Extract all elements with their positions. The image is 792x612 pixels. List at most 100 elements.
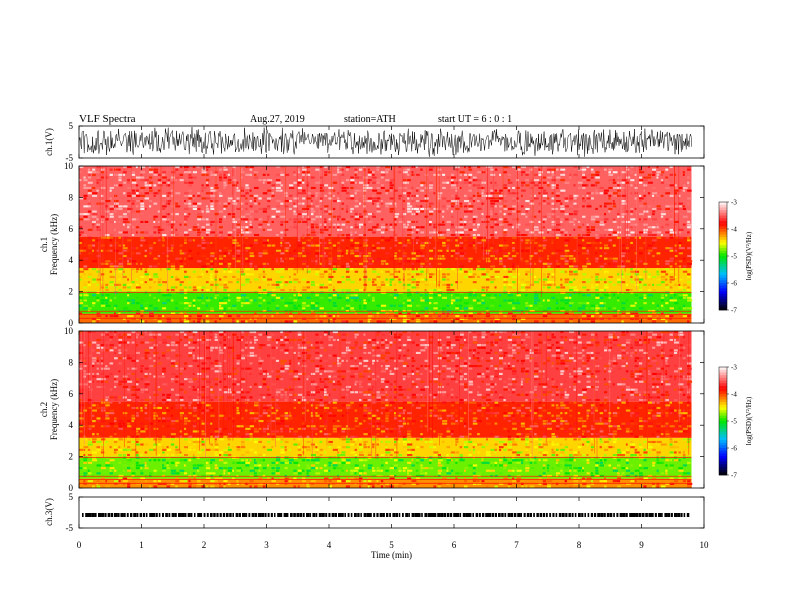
ch1-spectrogram-cell <box>280 239 285 242</box>
ch1-spectrogram-cell <box>380 260 387 263</box>
ch1-spectrogram-cell <box>328 260 333 263</box>
ch2-spectrogram-cell <box>472 448 475 451</box>
ch1-spectrogram-cell <box>429 320 433 323</box>
ch2-spectrogram-cell <box>398 482 403 485</box>
ch1-spectrogram-cell <box>127 181 130 184</box>
ch2-spectrogram-cell <box>512 467 518 470</box>
ch2-spectrogram-cell <box>214 467 219 470</box>
ch1-spectrogram-cell <box>324 173 328 176</box>
ch1-spectrogram-cell <box>398 304 403 307</box>
ch2-spectrogram-cell <box>520 480 525 483</box>
ch2-spectrogram-cell <box>275 461 279 464</box>
ch1-spectrogram-cell <box>485 270 490 273</box>
ch1-spectrogram-cell <box>604 252 607 255</box>
ch2-spectrogram-cell <box>280 459 286 462</box>
ch1-spectrogram-cell <box>345 294 351 297</box>
ch1-spectrogram-cell <box>122 307 128 310</box>
ch1-spectrogram-cell <box>109 275 115 278</box>
ch1-spectrogram-cell <box>188 213 191 216</box>
ch1-spectrogram-cell <box>249 302 253 305</box>
ch1-spectrogram-cell <box>555 262 561 265</box>
ch1-spectrogram-cell <box>494 223 499 226</box>
ch1-spectrogram-cell <box>372 317 376 320</box>
ch2-spectrogram-cell <box>306 446 311 449</box>
ch1-spectrogram-cell <box>236 252 240 255</box>
ch2-spectrogram-cell <box>310 467 316 470</box>
ch1-spectrogram-cell <box>162 213 166 216</box>
ch2-spectrogram-cell <box>612 480 618 483</box>
ch1-spectrogram-cell <box>114 241 120 244</box>
ch2-spectrogram-cell <box>153 469 157 472</box>
ch1-spectrogram-cell <box>310 268 316 271</box>
ch1-spectrogram-cell <box>577 173 580 176</box>
ch1-spectrogram-cell <box>564 197 569 200</box>
ch1-spectrogram-cell <box>682 173 685 176</box>
ch1-spectrogram-cell <box>135 315 142 318</box>
ch1-spectrogram-cell <box>499 218 504 221</box>
ch2-spectrogram-cell <box>634 454 637 457</box>
ch1-spectrogram-cell <box>223 268 228 271</box>
ch1-spectrogram-cell <box>254 234 260 237</box>
ch1-spectrogram-cell <box>660 265 663 268</box>
ch2-spectrogram-cell <box>420 472 424 475</box>
ch1-spectrogram-cell <box>625 176 631 179</box>
ch1-spectrogram-cell <box>350 239 354 242</box>
ch1-spectrogram-cell <box>262 226 267 229</box>
ch1-spectrogram-cell <box>525 247 531 250</box>
ch1-spectrogram-cell <box>534 275 537 278</box>
ch1-spectrogram-cell <box>302 262 306 265</box>
ch1-spectrogram-cell <box>153 184 157 187</box>
ch2-spectrogram-cell <box>144 451 148 454</box>
ch1-spectrogram-cell <box>682 215 688 218</box>
ch1-spectrogram-cell <box>297 220 302 223</box>
ch2-spectrogram-cell <box>240 482 245 485</box>
ch2-spectrogram-cell <box>590 482 594 485</box>
ch1-spectrogram-cell <box>472 179 478 182</box>
ch1-spectrogram-cell <box>525 179 529 182</box>
ch1-spectrogram-cell <box>79 239 83 242</box>
ch2-spectrogram-cell <box>275 464 280 467</box>
ch1-spectrogram-cell <box>345 257 350 260</box>
ch1-spectrogram-cell <box>520 257 523 260</box>
ch1-spectrogram-cell <box>227 265 231 268</box>
ch1-spectrogram-cell <box>424 265 428 268</box>
ch1-spectrogram-cell <box>118 257 123 260</box>
ch2-spectrogram-cell <box>280 461 286 464</box>
ch1-spectrogram-cell <box>608 244 611 247</box>
ch1-spectrogram-cell <box>297 281 301 284</box>
ch1-spectrogram-cell <box>612 218 616 221</box>
ch2-spectrogram-cell <box>188 480 191 483</box>
ch1-spectrogram-cell <box>118 236 121 239</box>
ch1-spectrogram-cell <box>630 218 636 221</box>
ch1-spectrogram-cell <box>319 184 325 187</box>
ch1-spectrogram-cell <box>310 200 313 203</box>
ch1-spectrogram-cell <box>604 307 606 310</box>
ch1-spectrogram-cell <box>529 273 534 276</box>
ch1-spectrogram-cell <box>429 273 434 276</box>
ch1-spectrogram-cell <box>551 207 557 210</box>
ch1-spectrogram-cell <box>192 320 195 323</box>
ch2-spectrogram-cell <box>669 464 674 467</box>
ch1-spectrogram-cell <box>420 197 424 200</box>
ch1-spectrogram-cell <box>652 173 656 176</box>
ch1-spectrogram-cell <box>83 218 88 221</box>
ch1-spectrogram-cell <box>363 260 368 263</box>
ch1-spectrogram-cell <box>135 210 141 213</box>
ch1-spectrogram-cell <box>415 236 419 239</box>
ch1-spectrogram-cell <box>197 228 200 231</box>
ch1-spectrogram-cell <box>258 304 262 307</box>
ch1-spectrogram-cell <box>324 315 327 318</box>
ch1-spectrogram-cell <box>682 307 687 310</box>
ch1-spectrogram-cell <box>647 317 653 320</box>
ch1-spectrogram-cell <box>551 210 555 213</box>
ch1-spectrogram-cell <box>459 173 462 176</box>
ch1-spectrogram-cell <box>223 171 229 174</box>
ch1-spectrogram-cell <box>310 213 314 216</box>
ch2-spectrogram-cell <box>258 477 263 480</box>
ch1-spectrogram-cell <box>639 194 642 197</box>
ch1-spectrogram-cell <box>590 197 594 200</box>
ch1-spectrogram-cell <box>582 186 586 189</box>
ch1-spectrogram-cell <box>184 262 186 265</box>
ch1-spectrogram-cell <box>140 244 143 247</box>
ch1-spectrogram-cell <box>604 244 608 247</box>
